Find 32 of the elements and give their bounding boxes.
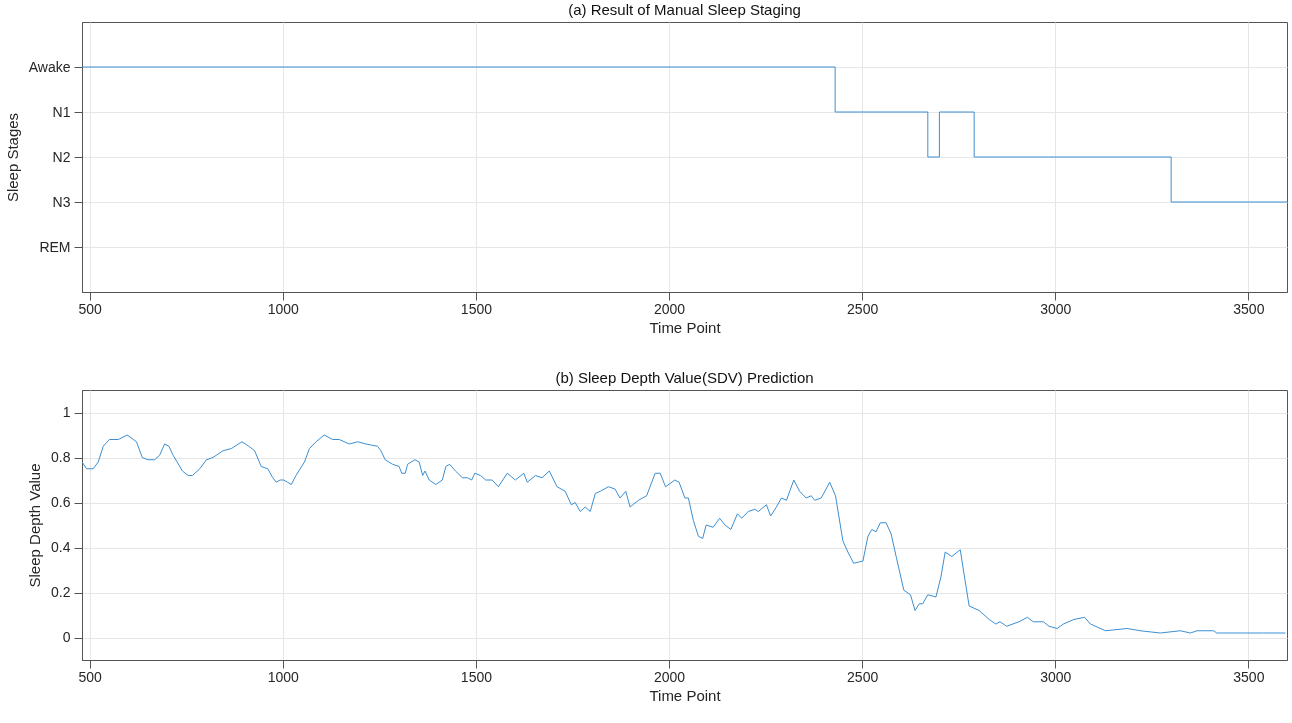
y-tick-label: 0.6: [51, 494, 71, 510]
x-tick-label: 1500: [460, 668, 493, 685]
x-tick-label: 500: [78, 668, 103, 685]
y-tick-label: 0.8: [51, 449, 71, 465]
x-tick-label: 500: [78, 300, 103, 317]
x-tick-label: 1000: [267, 668, 300, 685]
chart-title: (b) Sleep Depth Value(SDV) Prediction: [555, 369, 814, 386]
y-tick-label: 0.2: [51, 584, 71, 600]
x-tick-label: 3000: [1040, 668, 1072, 685]
x-tick-label: 1000: [267, 300, 300, 317]
y-axis-title: Sleep Stages: [3, 112, 21, 203]
x-axis-title: Time Point: [649, 686, 722, 704]
category-label: N2: [52, 148, 71, 165]
x-tick-label: 3500: [1233, 300, 1265, 317]
y-tick-label: 0.4: [51, 539, 71, 555]
y-tick-label: 0: [62, 629, 71, 645]
x-tick-label: 2000: [653, 668, 686, 685]
x-axis-title: Time Point: [649, 318, 722, 336]
x-tick-label: 2500: [847, 300, 879, 317]
x-tick-label: 3500: [1233, 668, 1265, 685]
line-series: [82, 434, 1286, 634]
x-tick-label: 2500: [847, 668, 879, 685]
category-label: N3: [52, 193, 71, 210]
y-tick-label: 1: [62, 404, 71, 420]
x-tick-label: 2000: [653, 300, 686, 317]
category-label: Awake: [28, 58, 71, 75]
x-tick-label: 3000: [1040, 300, 1072, 317]
category-label: N1: [52, 103, 71, 120]
chart-title: (a) Result of Manual Sleep Staging: [568, 1, 801, 18]
y-axis-title: Sleep Depth Value: [26, 463, 44, 588]
x-tick-label: 1500: [460, 300, 493, 317]
category-label: REM: [39, 238, 71, 255]
